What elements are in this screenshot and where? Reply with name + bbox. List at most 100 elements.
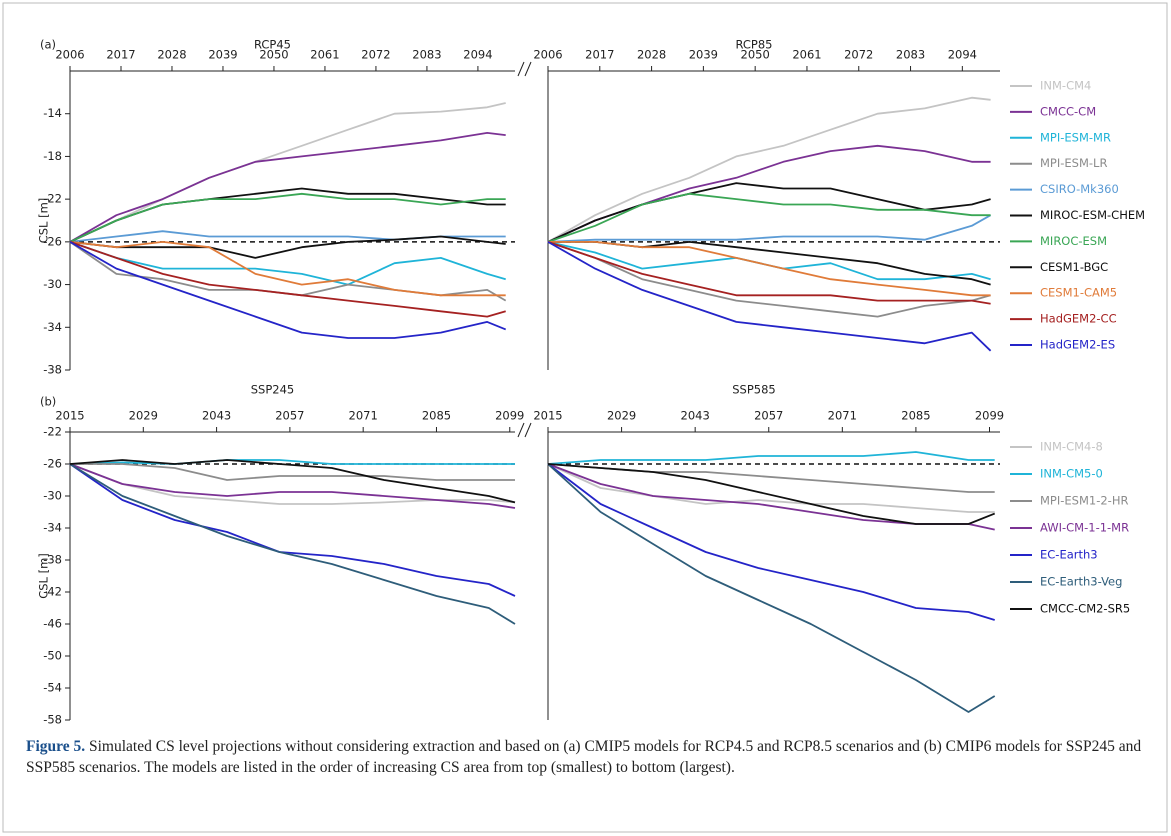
legend-label: INM-CM5-0 bbox=[1040, 467, 1103, 481]
x-tick-label: 2099 bbox=[975, 409, 1004, 423]
y-tick-label: -26 bbox=[43, 234, 62, 248]
y-tick-label: -50 bbox=[43, 649, 62, 663]
x-tick-label: 2071 bbox=[828, 409, 857, 423]
legend-label: HadGEM2-CC bbox=[1040, 312, 1117, 326]
legend-label: HadGEM2-ES bbox=[1040, 338, 1115, 352]
y-tick-label: -30 bbox=[43, 489, 62, 503]
chart-title: SSP585 bbox=[732, 383, 775, 397]
series-line bbox=[547, 96, 991, 243]
caption: Figure 5. Simulated CS level projections… bbox=[26, 736, 1146, 778]
series-line bbox=[69, 230, 506, 243]
x-tick-label: 2083 bbox=[412, 48, 441, 62]
legend-label: INM-CM4-8 bbox=[1040, 440, 1103, 454]
series-line bbox=[547, 463, 996, 713]
series-line bbox=[547, 463, 995, 513]
caption-text: Simulated CS level projections without c… bbox=[26, 738, 1142, 776]
x-tick-label: 2028 bbox=[157, 48, 186, 62]
panel-label: (b) bbox=[40, 395, 56, 409]
y-tick-label: -54 bbox=[43, 681, 62, 695]
series-line bbox=[69, 241, 506, 286]
x-tick-label: 2072 bbox=[844, 48, 873, 62]
y-tick-label: -38 bbox=[43, 363, 62, 377]
x-tick-label: 2006 bbox=[533, 48, 562, 62]
series-line bbox=[69, 241, 507, 339]
legend-label: MPI-ESM-LR bbox=[1040, 156, 1107, 170]
legend-label: INM-CM4 bbox=[1040, 79, 1091, 93]
y-tick-label: -42 bbox=[43, 585, 62, 599]
x-tick-label: 2017 bbox=[585, 48, 614, 62]
x-tick-label: 2029 bbox=[129, 409, 158, 423]
series-line bbox=[69, 463, 516, 625]
series-line bbox=[548, 241, 991, 297]
series-line bbox=[69, 459, 516, 504]
legend-label: MIROC-ESM bbox=[1040, 234, 1107, 248]
series-line bbox=[547, 463, 996, 525]
legend-label: MPI-ESM1-2-HR bbox=[1040, 494, 1128, 508]
chart-title: SSP245 bbox=[251, 383, 294, 397]
panel-label: (a) bbox=[40, 38, 56, 52]
x-tick-label: 2050 bbox=[741, 48, 770, 62]
legend-label: CSIRO-Mk360 bbox=[1040, 182, 1119, 196]
series-line bbox=[69, 463, 516, 509]
x-tick-label: 2099 bbox=[495, 409, 524, 423]
series-line bbox=[547, 192, 991, 243]
legend-label: AWI-CM-1-1-MR bbox=[1040, 521, 1129, 535]
axis-break bbox=[517, 61, 532, 438]
legend-label: CMCC-CM2-SR5 bbox=[1040, 602, 1130, 616]
y-tick-label: -18 bbox=[43, 149, 62, 163]
legend-label: EC-Earth3-Veg bbox=[1040, 575, 1122, 589]
series-line bbox=[547, 241, 992, 352]
y-tick-label: -34 bbox=[43, 521, 62, 535]
x-tick-label: 2083 bbox=[896, 48, 925, 62]
series-line bbox=[69, 241, 506, 318]
x-tick-label: 2015 bbox=[533, 409, 562, 423]
legend-label: MIROC-ESM-CHEM bbox=[1040, 208, 1145, 222]
series-line bbox=[547, 241, 991, 318]
x-tick-label: 2061 bbox=[792, 48, 821, 62]
series-line bbox=[69, 241, 506, 297]
series-line bbox=[70, 463, 515, 481]
x-tick-label: 2085 bbox=[901, 409, 930, 423]
series-line bbox=[69, 102, 506, 243]
x-tick-label: 2006 bbox=[55, 48, 84, 62]
x-tick-label: 2029 bbox=[607, 409, 636, 423]
y-tick-label: -30 bbox=[43, 277, 62, 291]
x-tick-label: 2085 bbox=[422, 409, 451, 423]
x-tick-label: 2039 bbox=[208, 48, 237, 62]
x-tick-label: 2017 bbox=[106, 48, 135, 62]
y-tick-label: -46 bbox=[43, 617, 62, 631]
series-line bbox=[547, 463, 995, 621]
caption-label: Figure 5. bbox=[26, 738, 86, 755]
chart-title: RCP85 bbox=[735, 38, 772, 52]
series-line bbox=[547, 214, 992, 243]
series-line bbox=[69, 235, 506, 259]
y-tick-label: -58 bbox=[43, 713, 62, 727]
series-line bbox=[547, 182, 991, 243]
y-axis-label: CSL [m] bbox=[37, 198, 51, 244]
x-tick-label: 2061 bbox=[310, 48, 339, 62]
x-tick-label: 2050 bbox=[259, 48, 288, 62]
y-tick-label: -22 bbox=[43, 192, 62, 206]
x-tick-label: 2028 bbox=[637, 48, 666, 62]
y-tick-label: -22 bbox=[43, 425, 62, 439]
x-tick-label: 2057 bbox=[754, 409, 783, 423]
legend-label: MPI-ESM-MR bbox=[1040, 130, 1111, 144]
x-tick-label: 2094 bbox=[948, 48, 977, 62]
legend-label: EC-Earth3 bbox=[1040, 548, 1098, 562]
series-line bbox=[69, 463, 516, 505]
series-line bbox=[547, 241, 991, 305]
series-line bbox=[69, 463, 516, 597]
series-line bbox=[69, 459, 515, 465]
x-tick-label: 2072 bbox=[361, 48, 390, 62]
y-tick-label: -14 bbox=[43, 106, 62, 120]
y-tick-label: -26 bbox=[43, 457, 62, 471]
y-axis-label: CSL [m] bbox=[37, 553, 51, 599]
series-line bbox=[69, 192, 506, 243]
x-tick-label: 2015 bbox=[55, 409, 84, 423]
x-tick-label: 2071 bbox=[349, 409, 378, 423]
x-tick-label: 2043 bbox=[202, 409, 231, 423]
series-line bbox=[69, 132, 506, 243]
